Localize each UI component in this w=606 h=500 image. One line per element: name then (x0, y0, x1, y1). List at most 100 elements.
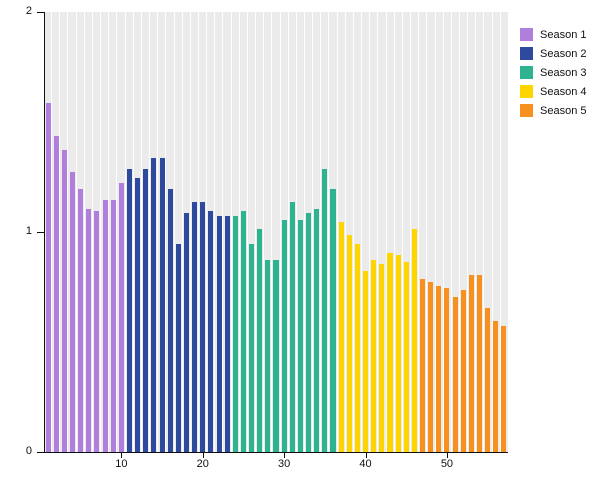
bar[interactable] (159, 158, 165, 452)
bar[interactable] (192, 202, 198, 452)
bar[interactable] (94, 211, 100, 452)
bar-slot (394, 12, 402, 452)
x-axis-tick-label: 40 (359, 458, 372, 470)
bar-slot (410, 12, 418, 452)
bar[interactable] (289, 202, 295, 452)
bar[interactable] (110, 200, 116, 452)
bar-slot (459, 12, 467, 452)
bar[interactable] (346, 235, 352, 452)
bar[interactable] (403, 261, 409, 452)
bar[interactable] (257, 228, 263, 452)
bar[interactable] (411, 228, 417, 452)
bar-slot (134, 12, 142, 452)
bar[interactable] (444, 288, 450, 452)
bar-slot (68, 12, 76, 452)
legend-label: Season 1 (540, 28, 587, 41)
bar-slot (280, 12, 288, 452)
x-axis-tick-label: 50 (440, 458, 454, 470)
bar[interactable] (151, 158, 157, 452)
bar[interactable] (354, 244, 360, 452)
y-axis-tick-label: 0 (25, 445, 32, 457)
bar[interactable] (167, 189, 173, 452)
bar-slot (427, 12, 435, 452)
bar-slot (443, 12, 451, 452)
bar-slot (142, 12, 150, 452)
bar[interactable] (468, 274, 474, 452)
bar[interactable] (363, 270, 369, 452)
bar-slot (337, 12, 345, 452)
bar[interactable] (118, 182, 124, 452)
bar[interactable] (135, 178, 141, 452)
bar-slot (125, 12, 133, 452)
bar[interactable] (273, 259, 279, 452)
bar[interactable] (240, 211, 246, 452)
bar-slot (77, 12, 85, 452)
x-axis-tick (121, 453, 123, 458)
bar[interactable] (387, 252, 393, 452)
y-axis-tick-label: 1 (25, 225, 32, 237)
bar[interactable] (216, 215, 222, 452)
bar-slot (386, 12, 394, 452)
x-axis-tick (284, 453, 286, 458)
bar[interactable] (175, 244, 181, 452)
plot-area (44, 12, 508, 452)
bar-slot (500, 12, 508, 452)
bar-slot (296, 12, 304, 452)
bar[interactable] (460, 290, 466, 452)
x-axis-line (44, 452, 508, 453)
bar-slot (191, 12, 199, 452)
bar-slot (150, 12, 158, 452)
bar[interactable] (330, 189, 336, 452)
bar[interactable] (45, 103, 51, 452)
bar-slot (484, 12, 492, 452)
bar[interactable] (314, 208, 320, 452)
bar-slot (345, 12, 353, 452)
bar[interactable] (183, 213, 189, 452)
bar[interactable] (428, 281, 434, 452)
bar[interactable] (232, 215, 238, 452)
bar[interactable] (420, 279, 426, 452)
bar[interactable] (371, 259, 377, 452)
legend-item[interactable]: Season 2 (520, 45, 606, 62)
bar-slot (467, 12, 475, 452)
bar-slot (109, 12, 117, 452)
bar[interactable] (102, 200, 108, 452)
bar[interactable] (265, 259, 271, 452)
bar[interactable] (379, 263, 385, 452)
bar[interactable] (53, 136, 59, 452)
bar[interactable] (477, 274, 483, 452)
bar-slot (174, 12, 182, 452)
bar[interactable] (322, 169, 328, 452)
bar[interactable] (126, 169, 132, 452)
bar[interactable] (281, 219, 287, 452)
bar-slot (207, 12, 215, 452)
legend-item[interactable]: Season 4 (520, 83, 606, 100)
bar[interactable] (78, 189, 84, 452)
bar-slot (435, 12, 443, 452)
bar[interactable] (452, 296, 458, 452)
bar[interactable] (338, 222, 344, 452)
legend-item[interactable]: Season 1 (520, 26, 606, 43)
bar[interactable] (297, 219, 303, 452)
bar[interactable] (86, 208, 92, 452)
bar[interactable] (224, 215, 230, 452)
bar[interactable] (485, 307, 491, 452)
bar[interactable] (143, 169, 149, 452)
bar[interactable] (395, 255, 401, 452)
bar-slot (370, 12, 378, 452)
legend-item[interactable]: Season 3 (520, 64, 606, 81)
x-axis-tick-label: 10 (115, 458, 128, 470)
bar[interactable] (249, 244, 255, 452)
bar[interactable] (69, 171, 76, 452)
legend-swatch (520, 66, 533, 79)
bar[interactable] (61, 149, 67, 452)
y-axis-tick (37, 12, 44, 13)
bar[interactable] (208, 211, 214, 452)
bar-slot (215, 12, 223, 452)
bar[interactable] (306, 213, 312, 452)
bar[interactable] (200, 202, 206, 452)
bar[interactable] (501, 325, 507, 452)
bar[interactable] (436, 285, 442, 452)
legend-item[interactable]: Season 5 (520, 102, 606, 119)
bar[interactable] (493, 321, 499, 452)
